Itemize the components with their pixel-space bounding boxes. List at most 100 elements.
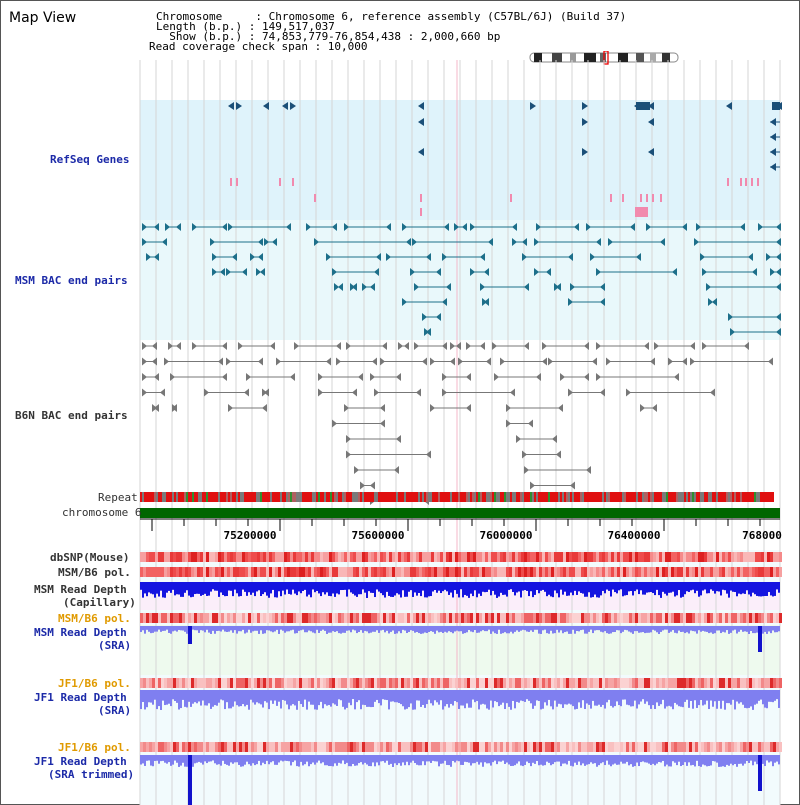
msm-cap-depth-bar [240, 582, 242, 597]
dbsnp-cell [398, 552, 401, 562]
refseq-gene-features[interactable] [228, 102, 782, 217]
repeat-segment [246, 492, 248, 502]
msm-bac-end [776, 313, 781, 321]
repeat-segment [758, 492, 760, 502]
msm-cap-depth-bar [708, 582, 710, 594]
msm-bac-features[interactable] [142, 223, 781, 336]
msm-cap-depth-bar [358, 582, 360, 595]
jf1-trim-depth-bar [222, 755, 224, 761]
msm-cap-depth-bar [494, 582, 496, 595]
msm-sra-depth-bar [534, 626, 536, 630]
msm-bac-end [344, 223, 349, 231]
msm-cap-depth-bar [654, 582, 656, 596]
jf1-trim-depth-bar [756, 755, 758, 765]
msm-pol-cell [191, 567, 194, 577]
msm-cap-depth-bar [608, 582, 610, 591]
jf1-sra-depth-bar [706, 690, 708, 701]
msm-pol-2-cell [722, 613, 725, 623]
msm-cap-depth-bar [386, 582, 388, 592]
msm-pol-2-cell [317, 613, 320, 623]
msm-sra-depth-bar [218, 626, 220, 631]
msm-pol-cell [275, 567, 278, 577]
jf1-pol-cell [779, 678, 782, 688]
jf1-trim-depth-bar [352, 755, 354, 764]
jf1-sra-depth-bar [390, 690, 392, 702]
jf1-sra-depth-bar [498, 690, 500, 707]
msm-pol-cell [158, 567, 161, 577]
jf1-pol-2-cell [713, 742, 716, 752]
msm-pol-2-cell [293, 613, 296, 623]
jf1-trim-depth-bar [324, 755, 326, 766]
repeat-segment [668, 492, 670, 502]
jf1-pol-cell [746, 678, 749, 688]
polymorphism-tracks[interactable] [140, 552, 782, 752]
msm-cap-depth-bar [296, 582, 298, 596]
jf1-sra-depth-bar [324, 690, 326, 705]
jf1-pol-2-cell [569, 742, 572, 752]
jf1-pol-cell [590, 678, 593, 688]
repeat-segment [282, 492, 284, 502]
jf1-pol-cell [422, 678, 425, 688]
repeat-segment [402, 492, 404, 502]
msm-sra-depth-bar [430, 626, 432, 632]
jf1-sra-depth-bar [214, 690, 216, 706]
b6n-bac-end [560, 373, 565, 381]
b6n-bac-end [164, 357, 169, 366]
gene-arrow [648, 102, 654, 110]
jf1-sra-depth-bar [410, 690, 412, 704]
repeat-track[interactable] [140, 492, 774, 502]
jf1-sra-depth-bar [694, 690, 696, 701]
jf1-trim-depth-bar [584, 755, 586, 766]
jf1-pol-2-cell [677, 742, 680, 752]
jf1-pol-cell [218, 678, 221, 688]
jf1-pol-cell [416, 678, 419, 688]
jf1-sra-depth-bar [150, 690, 152, 703]
b6n-bac-end [458, 357, 463, 366]
msm-pol-2-cell [164, 613, 167, 623]
msm-sra-depth-bar [438, 626, 440, 633]
jf1-pol-cell [149, 678, 152, 688]
msm-sra-depth-bar [306, 626, 308, 633]
jf1-pol-cell [191, 678, 194, 688]
msm-cap-depth-bar [408, 582, 410, 592]
repeat-segment [484, 492, 486, 502]
msm-pol-cell [371, 567, 374, 577]
jf1-sra-depth-bar [284, 690, 286, 701]
msm-bac-end [480, 283, 485, 291]
jf1-pol-2-cell [755, 742, 758, 752]
read-depth-tracks[interactable] [140, 582, 780, 805]
dbsnp-cell [440, 552, 443, 562]
jf1-sra-depth-bar [548, 690, 550, 700]
msm-cap-depth-bar [216, 582, 218, 591]
b6n-bac-end [682, 357, 687, 366]
msm-sra-depth-bar [494, 626, 496, 634]
dbsnp-cell [431, 552, 434, 562]
jf1-trim-depth-bar [708, 755, 710, 767]
jf1-pol-2-cell [530, 742, 533, 752]
chromosome-ideogram[interactable] [528, 51, 688, 65]
msm-sra-depth-bar [338, 626, 340, 634]
msm-cap-depth-bar [506, 582, 508, 597]
msm-pol-cell [302, 567, 305, 577]
msm-bac-end [352, 283, 357, 291]
b6n-bac-features[interactable] [142, 342, 773, 505]
msm-cap-depth-bar [740, 582, 742, 595]
b6n-bac-end [290, 373, 295, 381]
jf1-trim-depth-bar [214, 755, 216, 764]
repeat-segment [578, 492, 580, 502]
b6n-bac-end [270, 342, 275, 350]
repeat-segment [234, 492, 236, 502]
jf1-sra-depth-bar [316, 690, 318, 710]
msm-pol-2-cell [296, 613, 299, 623]
jf1-pol-2-cell [149, 742, 152, 752]
msm-cap-depth-bar [714, 582, 716, 594]
repeat-segment [472, 492, 474, 502]
msm-cap-depth-bar [668, 582, 670, 593]
jf1-trim-depth-bar [332, 755, 334, 767]
jf1-trim-depth-bar [480, 755, 482, 763]
msm-cap-depth-bar [146, 582, 148, 597]
msm-pol-cell [662, 567, 665, 577]
msm-sra-depth-bar [418, 626, 420, 634]
msm-cap-depth-bar [566, 582, 568, 596]
